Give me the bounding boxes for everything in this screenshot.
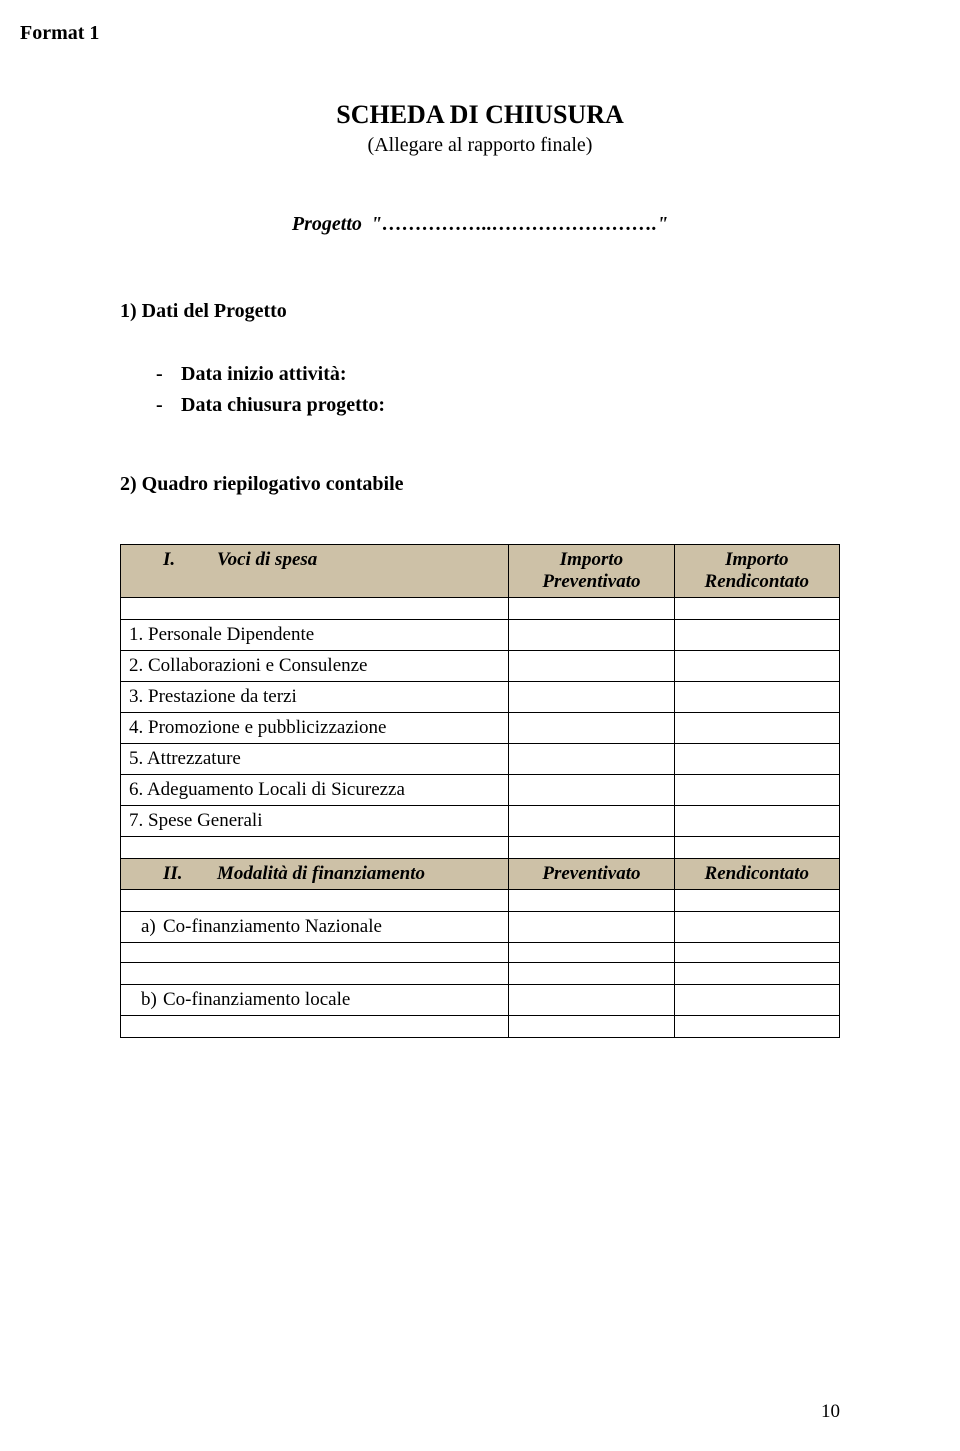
cell-value — [674, 682, 839, 713]
cell-value — [509, 744, 674, 775]
header-cell-rendicontato-2: Rendicontato — [674, 859, 839, 890]
row-letter-b: b) — [129, 989, 163, 1011]
page-title: SCHEDA DI CHIUSURA — [120, 100, 840, 130]
cell-value — [509, 713, 674, 744]
field-label: Data inizio attività: — [181, 363, 347, 385]
table-empty-row — [121, 1016, 840, 1038]
field-item: - Data inizio attività: — [156, 363, 840, 386]
header-cell-modalita: II.Modalità di finanziamento — [121, 859, 509, 890]
cell-value — [674, 912, 839, 943]
row-label: a)Co-finanziamento Nazionale — [121, 912, 509, 943]
cell-value — [509, 651, 674, 682]
dash-icon: - — [156, 394, 176, 417]
cell-value — [674, 775, 839, 806]
table-header-row: I.Voci di spesa Importo Preventivato Imp… — [121, 545, 840, 598]
cell-value — [674, 620, 839, 651]
field-list: - Data inizio attività: - Data chiusura … — [120, 363, 840, 417]
table-row: 4. Promozione e pubblicizzazione — [121, 713, 840, 744]
cell-value — [674, 806, 839, 837]
table-row: b)Co-finanziamento locale — [121, 985, 840, 1016]
row-text-b: Co-finanziamento locale — [163, 989, 350, 1010]
section-1-heading: 1) Dati del Progetto — [120, 300, 840, 323]
progetto-line: Progetto "……………..……………………." — [120, 213, 840, 236]
section-2-heading: 2) Quadro riepilogativo contabile — [120, 473, 840, 496]
header-cell-rendicontato: Importo Rendicontato — [674, 545, 839, 598]
title-block: SCHEDA DI CHIUSURA (Allegare al rapporto… — [120, 100, 840, 157]
row-text-a: Co-finanziamento Nazionale — [163, 916, 382, 937]
cell-value — [509, 775, 674, 806]
header-cell-preventivato: Importo Preventivato — [509, 545, 674, 598]
dash-icon: - — [156, 363, 176, 386]
header-roman-1: I. — [163, 549, 217, 571]
table-gap-row — [121, 943, 840, 963]
format-label: Format 1 — [20, 22, 99, 45]
cell-value — [509, 912, 674, 943]
page-number: 10 — [821, 1401, 840, 1423]
table-row: 3. Prestazione da terzi — [121, 682, 840, 713]
header-cell-voci: I.Voci di spesa — [121, 545, 509, 598]
table-spacer-row — [121, 890, 840, 912]
cell-value — [674, 744, 839, 775]
table-row: a)Co-finanziamento Nazionale — [121, 912, 840, 943]
row-label: 1. Personale Dipendente — [121, 620, 509, 651]
cell-value — [509, 806, 674, 837]
row-label: b)Co-finanziamento locale — [121, 985, 509, 1016]
cell-value — [509, 682, 674, 713]
document-page: Format 1 SCHEDA DI CHIUSURA (Allegare al… — [0, 0, 960, 1451]
field-item: - Data chiusura progetto: — [156, 394, 840, 417]
table-row: 2. Collaborazioni e Consulenze — [121, 651, 840, 682]
cell-value — [509, 985, 674, 1016]
cell-value — [674, 713, 839, 744]
table-header-row-2: II.Modalità di finanziamento Preventivat… — [121, 859, 840, 890]
row-label: 4. Promozione e pubblicizzazione — [121, 713, 509, 744]
subtitle: (Allegare al rapporto finale) — [120, 134, 840, 157]
row-label: 2. Collaborazioni e Consulenze — [121, 651, 509, 682]
header-cell-preventivato-2: Preventivato — [509, 859, 674, 890]
row-label: 7. Spese Generali — [121, 806, 509, 837]
table-spacer-row — [121, 598, 840, 620]
header-label-2: Modalità di finanziamento — [217, 863, 425, 884]
row-label: 3. Prestazione da terzi — [121, 682, 509, 713]
table-row: 7. Spese Generali — [121, 806, 840, 837]
header-label-1: Voci di spesa — [217, 549, 317, 570]
cell-value — [509, 620, 674, 651]
header-roman-2: II. — [163, 863, 217, 885]
row-letter-a: a) — [129, 916, 163, 938]
table-row: 1. Personale Dipendente — [121, 620, 840, 651]
field-label: Data chiusura progetto: — [181, 394, 385, 416]
cell-value — [674, 651, 839, 682]
row-label: 5. Attrezzature — [121, 744, 509, 775]
table-empty-row — [121, 963, 840, 985]
row-label: 6. Adeguamento Locali di Sicurezza — [121, 775, 509, 806]
cell-value — [674, 985, 839, 1016]
table-row: 5. Attrezzature — [121, 744, 840, 775]
summary-table: I.Voci di spesa Importo Preventivato Imp… — [120, 544, 840, 1038]
table-spacer-row — [121, 837, 840, 859]
table-row: 6. Adeguamento Locali di Sicurezza — [121, 775, 840, 806]
